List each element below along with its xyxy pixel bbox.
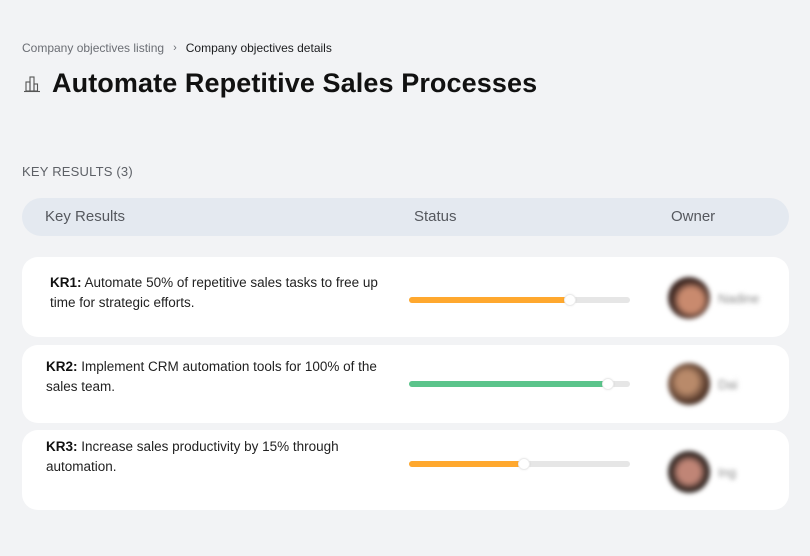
key-result-description: KR2: Implement CRM automation tools for … [46,357,386,397]
progress-knob[interactable] [564,294,577,306]
column-header-owner: Owner [671,208,716,225]
page-header: Automate Repetitive Sales Processes [22,68,537,99]
column-header-status: Status [414,208,457,225]
column-header-key-results: Key Results [45,208,126,225]
key-result-text: Increase sales productivity by 15% throu… [46,439,339,474]
buildings-icon [22,74,42,94]
key-result-code: KR2: [46,359,78,374]
owner[interactable]: Nadine [668,277,759,319]
avatar [668,451,710,493]
progress-fill [409,381,608,387]
avatar [668,363,710,405]
key-result-code: KR3: [46,439,78,454]
owner[interactable]: Ing [668,451,736,493]
key-results-section-label: KEY RESULTS (3) [22,164,133,179]
key-result-row[interactable]: KR3: Increase sales productivity by 15% … [22,430,789,510]
key-result-row[interactable]: KR2: Implement CRM automation tools for … [22,345,789,423]
progress-fill [409,461,524,467]
progress-slider[interactable] [409,378,630,390]
breadcrumb: Company objectives listing › Company obj… [22,41,332,55]
key-result-description: KR3: Increase sales productivity by 15% … [46,437,386,477]
breadcrumb-objectives-details: Company objectives details [185,41,332,55]
breadcrumb-objectives-listing[interactable]: Company objectives listing [22,41,165,55]
key-results-table-header: Key Results Status Owner [22,198,789,236]
avatar [668,277,710,319]
progress-slider[interactable] [409,458,630,470]
page-title: Automate Repetitive Sales Processes [52,68,538,98]
owner[interactable]: Dai [668,363,738,405]
progress-knob[interactable] [601,378,614,390]
owner-name: Nadine [718,290,760,306]
progress-fill [409,297,571,303]
chevron-right-icon: › [173,42,177,54]
key-result-text: Implement CRM automation tools for 100% … [46,359,377,394]
key-result-description: KR1: Automate 50% of repetitive sales ta… [50,273,390,313]
key-result-code: KR1: [50,275,82,290]
key-result-text: Automate 50% of repetitive sales tasks t… [50,275,378,310]
owner-name: Ing [718,464,737,480]
owner-name: Dai [718,376,738,392]
progress-knob[interactable] [517,458,530,470]
key-result-row[interactable]: KR1: Automate 50% of repetitive sales ta… [22,257,789,337]
progress-slider[interactable] [409,294,630,306]
